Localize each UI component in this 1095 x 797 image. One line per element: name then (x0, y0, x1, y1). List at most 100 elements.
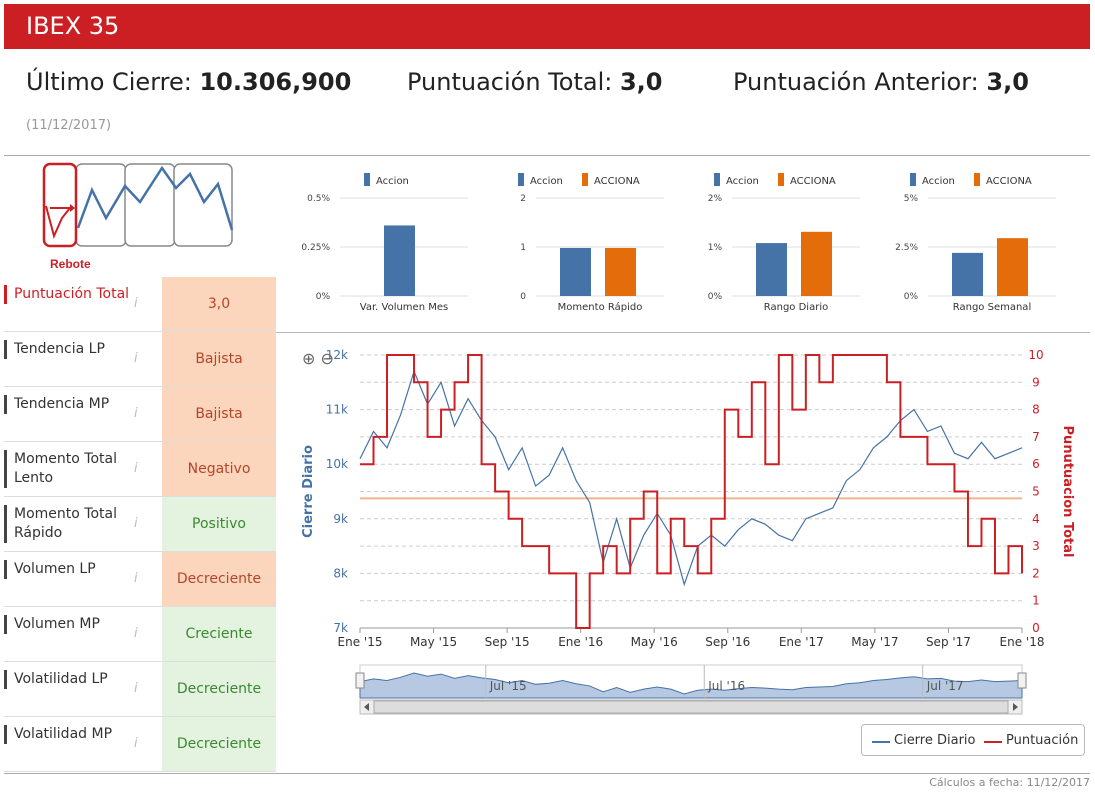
x-tick-label: May '16 (631, 635, 678, 649)
right-tick-label: 7 (1032, 430, 1040, 444)
divider (276, 332, 1090, 333)
indicator-value: 3,0 (162, 277, 276, 331)
info-icon[interactable]: i (134, 571, 138, 586)
x-tick-label: May '15 (410, 635, 457, 649)
x-tick-label: Ene '17 (779, 635, 824, 649)
indicator-row: Volatilidad LP i Decreciente (4, 662, 276, 717)
scroll-right-icon[interactable] (1013, 703, 1018, 711)
legend-cierre[interactable]: Cierre Diario (894, 733, 976, 748)
mini-chart: Accion ACCIONA 2% 1% 0% Rango Diario (708, 173, 860, 313)
indicator-label: Momento Total Rápido (4, 505, 134, 543)
mini-chart-title: Rango Diario (764, 302, 828, 313)
mini-tick-label: 2.5% (895, 243, 918, 253)
indicator-value: Bajista (162, 332, 276, 386)
left-tick-label: 8k (333, 566, 348, 580)
total-score-value: 3,0 (619, 68, 663, 96)
mini-tick-label: 1% (708, 243, 723, 253)
right-axis-title: Punutuacion Total (1060, 426, 1075, 558)
legend-puntuacion[interactable]: Puntuación (1006, 733, 1079, 748)
mini-legend-label: Accion (376, 176, 409, 187)
info-icon[interactable]: i (134, 351, 138, 366)
x-tick-label: Sep '16 (705, 635, 750, 649)
mini-legend-label: Accion (530, 176, 563, 187)
right-tick-label: 6 (1032, 457, 1040, 471)
right-tick-label: 4 (1032, 512, 1040, 526)
right-tick-label: 1 (1032, 594, 1040, 608)
legend-swatch-icon (974, 173, 980, 186)
divider (4, 155, 1090, 156)
mini-bar (997, 238, 1028, 296)
chart-legend: Cierre Diario Puntuación (861, 724, 1085, 756)
mini-tick-label: 0% (904, 292, 919, 302)
indicator-value: Decreciente (162, 662, 276, 716)
info-icon[interactable]: i (134, 626, 138, 641)
info-icon[interactable]: i (134, 736, 138, 751)
series-puntuacion (360, 354, 1023, 629)
total-score: Puntuación Total: 3,0 (407, 68, 662, 96)
indicator-row: Momento Total Rápido i Positivo (4, 497, 276, 552)
legend-swatch-icon (778, 173, 784, 186)
indicator-label: Puntuación Total (4, 285, 134, 304)
mini-chart-title: Rango Semanal (953, 302, 1031, 313)
right-tick-label: 0 (1032, 621, 1040, 635)
indicator-row: Volumen LP i Decreciente (4, 552, 276, 607)
previous-score-value: 3,0 (986, 68, 1029, 96)
navigator-tick-label: Jul '16 (707, 679, 745, 693)
info-icon[interactable]: i (134, 461, 138, 476)
page-header: IBEX 35 (4, 4, 1090, 49)
left-tick-label: 9k (333, 512, 348, 526)
mini-tick-label: 0% (708, 292, 723, 302)
info-icon[interactable]: i (134, 406, 138, 421)
legend-line-icon (984, 741, 1002, 743)
info-icon[interactable]: i (134, 516, 138, 531)
left-tick-label: 10k (326, 457, 348, 471)
indicator-value: Positivo (162, 497, 276, 551)
mini-tick-label: 0 (520, 292, 526, 302)
indicator-label: Volumen MP (4, 615, 134, 634)
mini-tick-label: 0.25% (301, 243, 330, 253)
indicator-row: Momento Total Lento i Negativo (4, 442, 276, 497)
left-axis-title: Cierre Diario (301, 445, 316, 538)
indicator-value: Bajista (162, 387, 276, 441)
scroll-left-icon[interactable] (364, 703, 369, 711)
last-close: Último Cierre: 10.306,900 (26, 68, 351, 96)
mini-legend-label: ACCIONA (986, 176, 1032, 187)
indicator-label: Tendencia MP (4, 395, 134, 414)
mini-tick-label: 5% (904, 194, 919, 204)
zoom-controls: ⊕ ⊖ (302, 349, 334, 368)
indicator-value: Decreciente (162, 717, 276, 771)
x-tick-label: Ene '18 (1000, 635, 1045, 649)
legend-swatch-icon (518, 173, 524, 186)
indicator-value: Creciente (162, 607, 276, 661)
x-tick-label: May '17 (851, 635, 898, 649)
zoom-out-icon[interactable]: ⊖ (320, 349, 334, 368)
info-icon[interactable]: i (134, 681, 138, 696)
left-tick-label: 11k (326, 403, 348, 417)
mini-bar (756, 243, 787, 296)
mini-legend-label: ACCIONA (594, 176, 640, 187)
mini-bar (605, 247, 636, 296)
navigator-handle[interactable] (355, 672, 365, 689)
previous-score: Puntuación Anterior: 3,0 (733, 68, 1029, 96)
indicator-row: Volatilidad MP i Decreciente (4, 717, 276, 772)
info-icon[interactable]: i (134, 296, 138, 311)
mini-tick-label: 1 (520, 243, 526, 253)
scrollbar-thumb[interactable] (373, 700, 1009, 714)
page-title: IBEX 35 (26, 12, 120, 40)
x-tick-label: Sep '17 (926, 635, 971, 649)
mini-bar (384, 225, 415, 296)
navigator-handle[interactable] (1017, 672, 1027, 689)
last-close-value: 10.306,900 (199, 68, 352, 96)
indicator-label: Tendencia LP (4, 340, 134, 359)
indicator-row: Tendencia LP i Bajista (4, 332, 276, 387)
total-score-label: Puntuación Total: (407, 68, 613, 96)
mini-chart: Accion ACCIONA 5% 2.5% 0% Rango Semanal (895, 173, 1056, 313)
rebote-label: Rebote (50, 257, 91, 271)
navigator-tick-label: Jul '17 (926, 679, 964, 693)
zoom-in-icon[interactable]: ⊕ (302, 349, 316, 368)
legend-swatch-icon (714, 173, 720, 186)
indicator-label: Volumen LP (4, 560, 134, 579)
calc-date: Cálculos a fecha: 11/12/2017 (929, 776, 1090, 789)
mini-chart-title: Var. Volumen Mes (360, 302, 448, 313)
